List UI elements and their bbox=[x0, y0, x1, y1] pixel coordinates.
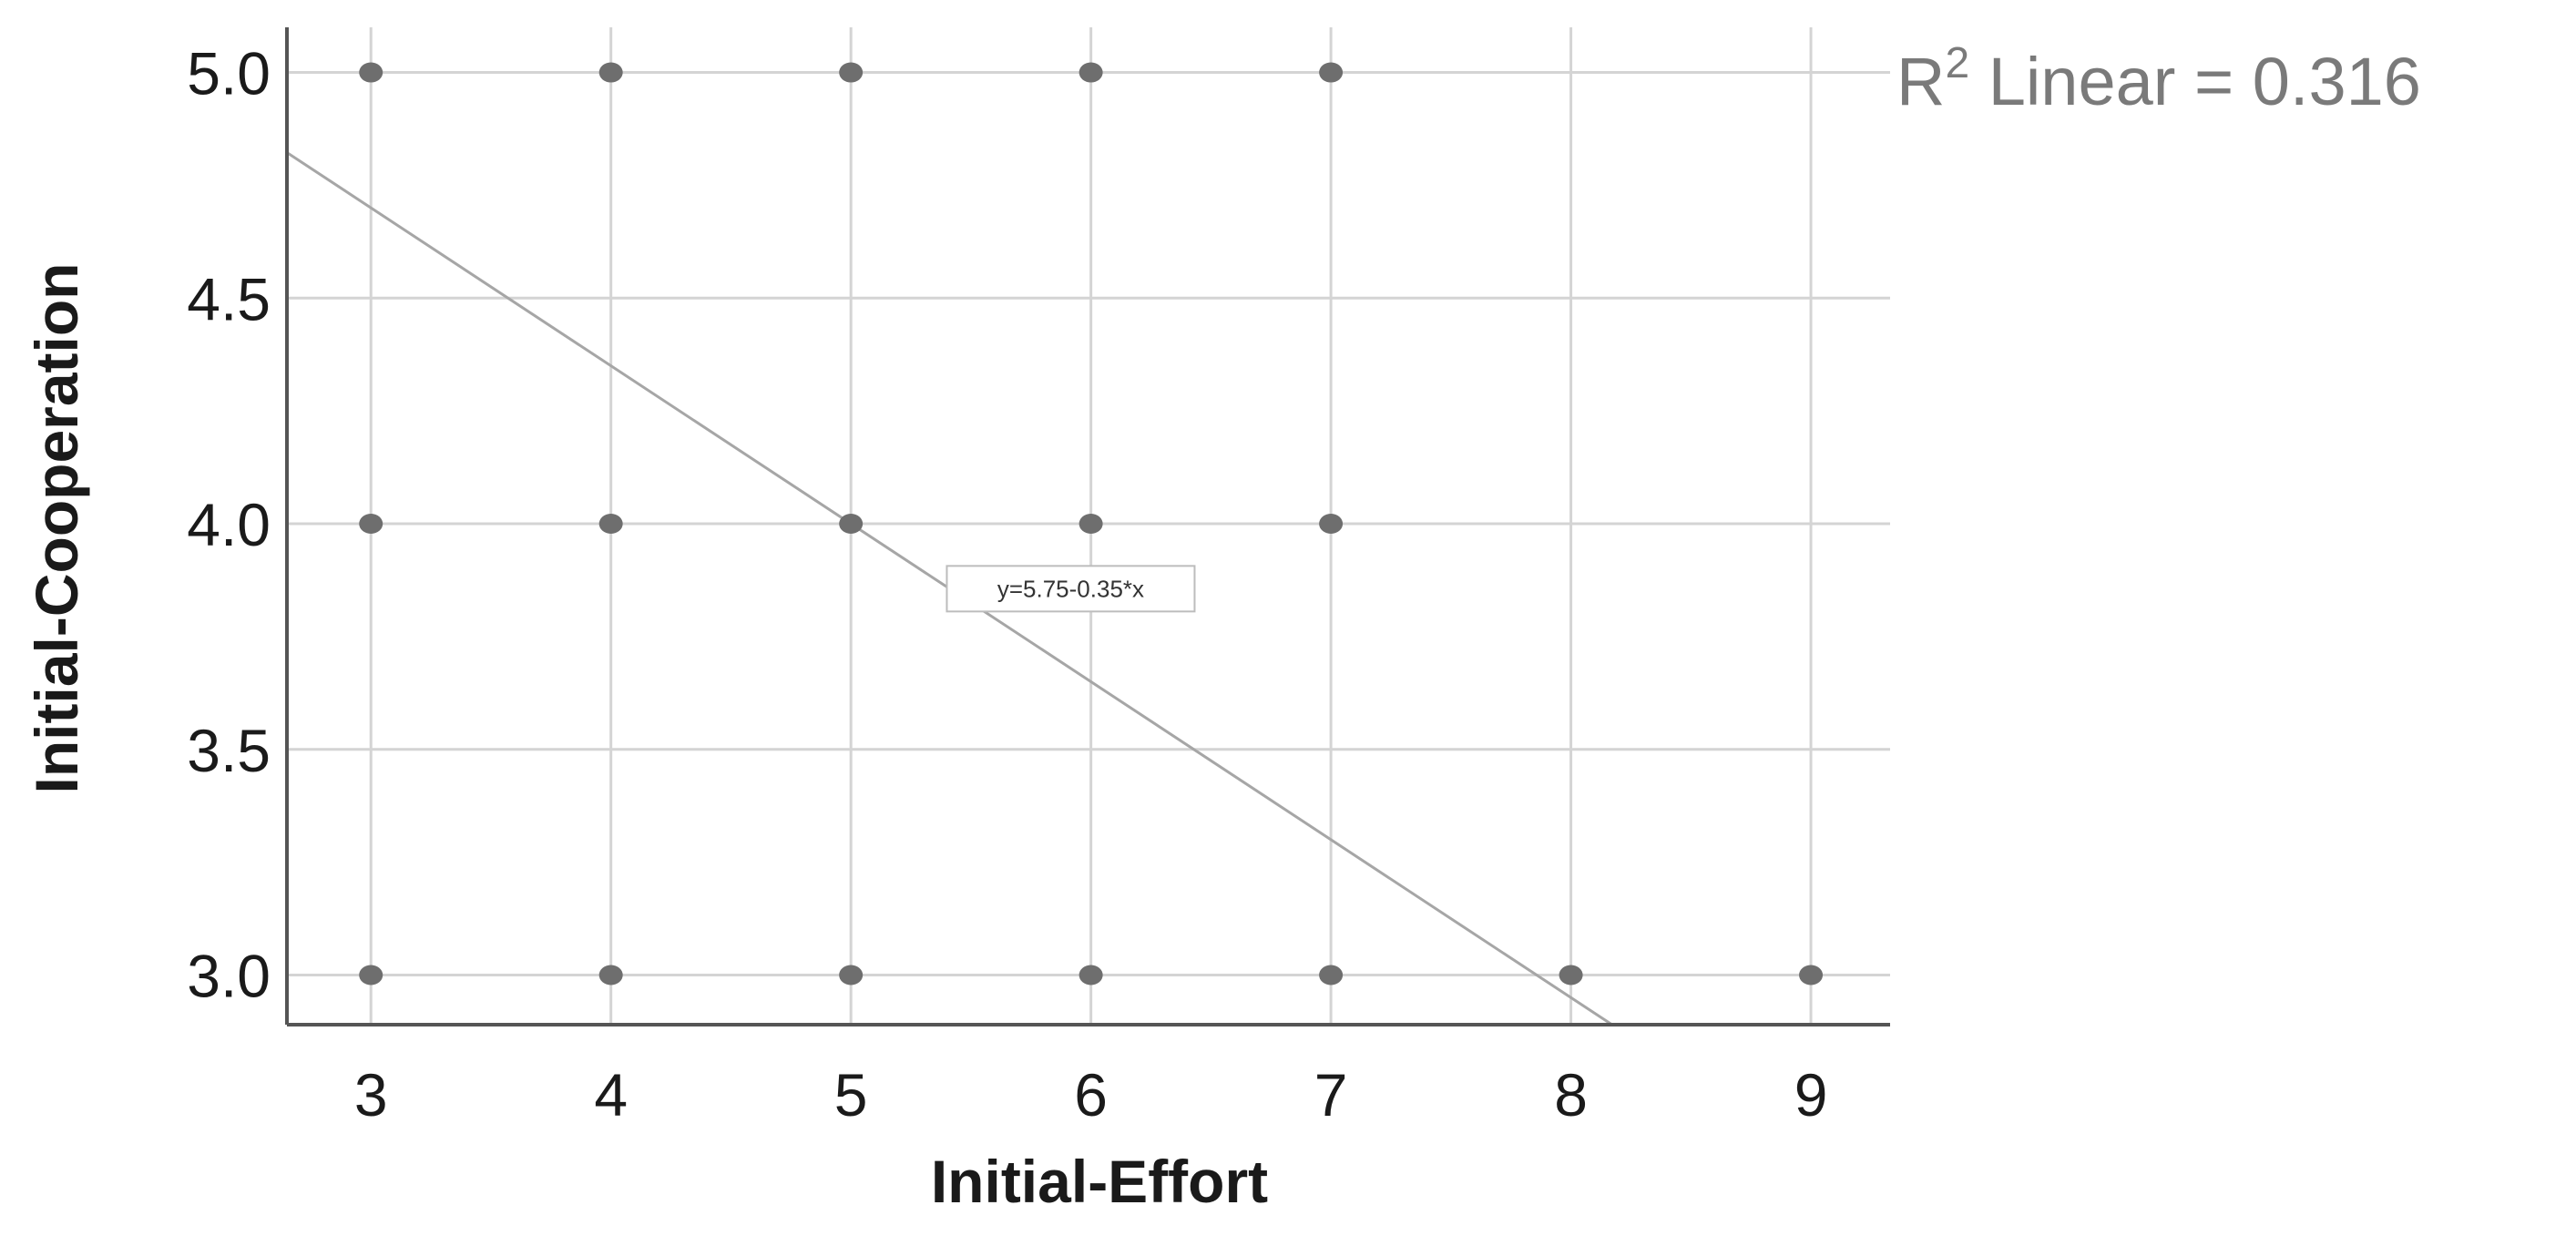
point-layer bbox=[359, 62, 1824, 986]
data-point bbox=[1078, 514, 1103, 535]
data-point bbox=[839, 62, 864, 83]
data-point bbox=[1559, 965, 1583, 986]
y-axis-title: Initial-Cooperation bbox=[23, 263, 90, 794]
data-point bbox=[1078, 965, 1103, 986]
fit-line-layer: y=5.75-0.35*x bbox=[286, 151, 1613, 1026]
x-tick-label: 8 bbox=[1554, 1061, 1588, 1129]
x-tick-label: 9 bbox=[1794, 1061, 1828, 1129]
data-point bbox=[839, 965, 864, 986]
x-tick-label: 4 bbox=[594, 1061, 628, 1129]
y-tick-label: 5.0 bbox=[187, 40, 271, 107]
data-point bbox=[598, 965, 623, 986]
data-point bbox=[1319, 62, 1344, 83]
r2-prefix: R bbox=[1896, 44, 1945, 119]
data-point bbox=[598, 514, 623, 535]
equation-text: y=5.75-0.35*x bbox=[997, 575, 1144, 602]
x-tick-label: 6 bbox=[1074, 1061, 1108, 1129]
equation-box bbox=[946, 565, 1196, 613]
x-axis-title: Initial-Effort bbox=[931, 1148, 1268, 1215]
data-point bbox=[1319, 965, 1344, 986]
r2-suffix: Linear = 0.316 bbox=[1969, 44, 2421, 119]
data-point bbox=[359, 965, 383, 986]
x-tick-label: 5 bbox=[834, 1061, 868, 1129]
data-point bbox=[1319, 514, 1344, 535]
data-point bbox=[839, 514, 864, 535]
r2-label: R2 Linear = 0.316 bbox=[1896, 39, 2421, 119]
y-tick-label: 3.5 bbox=[187, 717, 271, 784]
data-point bbox=[1078, 62, 1103, 83]
equation-label: y=5.75-0.35*x bbox=[946, 565, 1196, 613]
data-point bbox=[359, 514, 383, 535]
y-tick-label: 3.0 bbox=[187, 942, 271, 1009]
x-tick-label: 3 bbox=[354, 1061, 388, 1129]
data-point bbox=[1799, 965, 1824, 986]
data-point bbox=[359, 62, 383, 83]
x-tick-label: 7 bbox=[1314, 1061, 1348, 1129]
y-tick-label: 4.0 bbox=[187, 491, 271, 558]
data-point bbox=[598, 62, 623, 83]
axis-layer: 3 4 5 6 7 8 9 3.0 3.5 4.0 4.5 5.0 bbox=[187, 27, 1890, 1129]
r2-superscript: 2 bbox=[1945, 39, 1969, 87]
y-tick-label: 4.5 bbox=[187, 265, 271, 332]
label-layer: Initial-Effort Initial-Cooperation R2 Li… bbox=[23, 39, 2421, 1215]
